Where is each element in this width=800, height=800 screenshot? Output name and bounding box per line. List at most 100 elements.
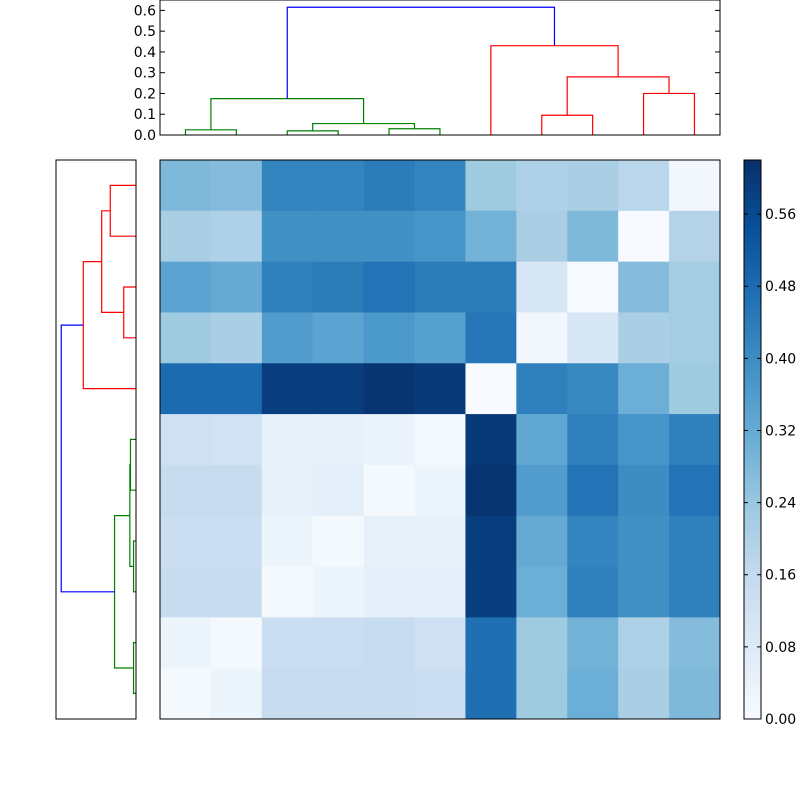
heatmap-cell-r6-c2	[261, 464, 314, 517]
heatmap-cell-r8-c9	[618, 566, 670, 618]
heatmap-cell-r6-c3	[312, 464, 365, 517]
top-dendrogram-link-1	[286, 130, 339, 135]
heatmap-cell-r7-c6	[465, 515, 517, 568]
heatmap-cell-r3-c8	[567, 312, 619, 364]
heatmap-cell-r3-c5	[414, 312, 466, 364]
heatmap-cell-r8-c8	[567, 566, 619, 618]
heatmap-cell-r9-c5	[414, 617, 466, 669]
heatmap-cell-r5-c7	[516, 414, 568, 466]
heatmap-cell-r1-c1	[210, 210, 263, 263]
heatmap-cell-r9-c8	[567, 617, 619, 669]
heatmap-cell-r10-c10	[669, 668, 721, 720]
heatmap-cell-r4-c0	[160, 363, 212, 415]
heatmap-cell-r3-c7	[516, 312, 568, 364]
heatmap-cell-r4-c9	[618, 363, 670, 415]
heatmap-cell-r9-c6	[465, 617, 517, 669]
heatmap-cell-r5-c10	[669, 414, 721, 466]
heatmap-cell-r3-c1	[210, 312, 263, 364]
heatmap-cell-r4-c10	[669, 363, 721, 415]
left-dendrogram-link-6	[129, 464, 134, 567]
heatmap-cell-r1-c2	[261, 210, 314, 263]
heatmap-cell-r9-c7	[516, 617, 568, 669]
heatmap-cell-r7-c5	[414, 515, 466, 568]
heatmap-cell-r0-c1	[210, 160, 263, 212]
heatmap-cell-r1-c9	[618, 210, 670, 263]
heatmap-cell-r0-c7	[516, 160, 568, 212]
heatmap-cell-r8-c2	[261, 566, 314, 618]
heatmap-cell-r10-c6	[465, 668, 517, 720]
heatmap-cell-r9-c4	[363, 617, 416, 669]
heatmap-cell-r2-c10	[669, 261, 721, 313]
top-y-tick-label: 0.5	[134, 24, 156, 40]
top-y-tick-label: 0.4	[134, 45, 156, 61]
heatmap-cell-r2-c9	[618, 261, 670, 313]
heatmap-cell-r0-c6	[465, 160, 517, 212]
heatmap-cell-r4-c5	[414, 363, 466, 415]
heatmap-cell-r0-c2	[261, 160, 314, 212]
heatmap-cell-r2-c6	[465, 261, 517, 313]
heatmap-cell-r9-c3	[312, 617, 365, 669]
heatmap-cell-r3-c3	[312, 312, 365, 364]
heatmap-cell-r9-c1	[210, 617, 263, 669]
heatmap-cell-r9-c10	[669, 617, 721, 669]
heatmap-cell-r8-c0	[160, 566, 212, 618]
top-dendrogram-link-0	[184, 129, 237, 135]
colorbar: 0.00 0.08 0.16 0.24 0.32 0.40 0.48 0.56	[743, 159, 796, 728]
top-dendrogram-link-4	[210, 98, 365, 130]
top-dendrogram-link-7	[566, 76, 670, 116]
left-dendrogram-link-4	[129, 438, 136, 491]
heatmap-cell-r10-c1	[210, 668, 263, 720]
heatmap-cell-r6-c10	[669, 464, 721, 517]
heatmap-cell-r1-c10	[669, 210, 721, 263]
top-dendrogram-link-8	[490, 45, 619, 135]
top-y-tick-label: 0.0	[134, 128, 156, 144]
heatmap-cell-r8-c5	[414, 566, 466, 618]
heatmap-cell-r6-c8	[567, 464, 619, 517]
heatmap-cell-r6-c6	[465, 464, 517, 517]
heatmap-cell-r9-c9	[618, 617, 670, 669]
top-dendrogram-link-5	[541, 114, 594, 135]
heatmap-cell-r10-c9	[618, 668, 670, 720]
heatmap-cell-r6-c7	[516, 464, 568, 517]
heatmap-cell-r0-c5	[414, 160, 466, 212]
top-dendrogram-frame	[159, 0, 721, 136]
heatmap-cell-r8-c1	[210, 566, 263, 618]
heatmap-cell-r3-c0	[160, 312, 212, 364]
left-dendrogram	[55, 159, 137, 720]
left-dendrogram-link-1	[123, 286, 136, 339]
heatmap-cell-r0-c9	[618, 160, 670, 212]
heatmap-cell-r2-c0	[160, 261, 212, 313]
top-dendrogram: 0.0 0.1 0.2 0.3 0.4 0.5 0.6	[134, 0, 721, 144]
colorbar-frame	[743, 159, 762, 720]
heatmap-cell-r2-c5	[414, 261, 466, 313]
heatmap-cell-r8-c4	[363, 566, 416, 618]
heatmap-cell-r5-c0	[160, 414, 212, 466]
heatmap-cell-r3-c4	[363, 312, 416, 364]
top-dendrogram-links	[184, 6, 696, 135]
heatmap-cell-r6-c5	[414, 464, 466, 517]
heatmap-cell-r5-c8	[567, 414, 619, 466]
heatmap	[159, 159, 721, 720]
colorbar-tick-label: 0.24	[765, 496, 796, 512]
colorbar-tick-label: 0.40	[765, 351, 796, 367]
colorbar-tick-label: 0.32	[765, 423, 796, 439]
heatmap-cell-r5-c1	[210, 414, 263, 466]
colorbar-ticks: 0.00 0.08 0.16 0.24 0.32 0.40 0.48 0.56	[744, 207, 796, 728]
heatmap-cell-r9-c2	[261, 617, 314, 669]
heatmap-cell-r3-c9	[618, 312, 670, 364]
top-dendrogram-y-axis: 0.0 0.1 0.2 0.3 0.4 0.5 0.6	[134, 3, 720, 144]
heatmap-cell-r2-c4	[363, 261, 416, 313]
heatmap-cell-r4-c8	[567, 363, 619, 415]
heatmap-cell-r1-c3	[312, 210, 365, 263]
heatmap-cell-r7-c8	[567, 515, 619, 568]
heatmap-cell-r3-c6	[465, 312, 517, 364]
heatmap-cell-r4-c6	[465, 363, 517, 415]
heatmap-cell-r2-c3	[312, 261, 365, 313]
heatmap-cell-r10-c0	[160, 668, 212, 720]
left-dendrogram-link-2	[101, 210, 124, 313]
heatmap-cell-r2-c8	[567, 261, 619, 313]
heatmap-cell-r5-c2	[261, 414, 314, 466]
heatmap-cell-r5-c3	[312, 414, 365, 466]
heatmap-cell-r4-c4	[363, 363, 416, 415]
